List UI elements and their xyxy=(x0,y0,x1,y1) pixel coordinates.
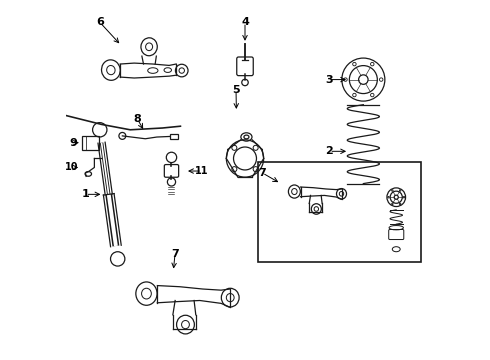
Text: 10: 10 xyxy=(65,162,79,172)
Text: 11: 11 xyxy=(195,166,209,176)
Text: 7: 7 xyxy=(171,248,179,258)
Text: 3: 3 xyxy=(325,75,333,85)
Text: 5: 5 xyxy=(232,85,240,95)
Text: 2: 2 xyxy=(325,146,333,156)
Bar xyxy=(82,136,99,149)
Bar xyxy=(258,162,421,262)
Text: 8: 8 xyxy=(134,114,141,124)
Text: 7: 7 xyxy=(258,168,266,178)
Text: 1: 1 xyxy=(81,189,89,199)
Text: 6: 6 xyxy=(96,17,104,27)
Text: 4: 4 xyxy=(241,17,249,27)
Bar xyxy=(170,134,178,139)
Text: 9: 9 xyxy=(70,138,77,148)
